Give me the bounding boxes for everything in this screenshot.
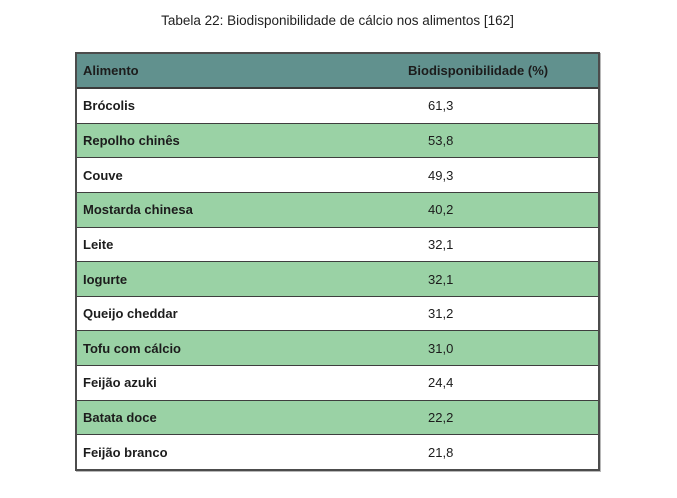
table-row: Batata doce 22,2 [77, 400, 598, 436]
table-row: Feijão branco 21,8 [77, 435, 598, 470]
table-body: Brócolis 61,3 Repolho chinês 53,8 Couve … [77, 89, 598, 470]
value-cell: 32,1 [428, 236, 454, 252]
header-value-column: Biodisponibilidade (%) [408, 63, 549, 78]
table-caption: Tabela 22: Biodisponibilidade de cálcio … [161, 13, 514, 28]
table-row: Repolho chinês 53,8 [77, 123, 598, 159]
food-cell: Repolho chinês [83, 132, 180, 148]
food-cell: Mostarda chinesa [83, 202, 193, 218]
table-row: Leite 32,1 [77, 227, 598, 263]
food-cell: Feijão branco [83, 444, 168, 460]
header-food-column: Alimento [83, 63, 139, 78]
food-cell: Couve [83, 167, 123, 183]
value-cell: 22,2 [428, 410, 454, 426]
value-cell: 61,3 [428, 98, 454, 114]
food-cell: Queijo cheddar [83, 306, 178, 322]
food-cell: Leite [83, 236, 114, 252]
value-cell: 49,3 [428, 167, 454, 183]
food-cell: Batata doce [83, 410, 157, 426]
table-row: Mostarda chinesa 40,2 [77, 192, 598, 228]
table-row: Queijo cheddar 31,2 [77, 296, 598, 332]
food-cell: Tofu com cálcio [83, 340, 181, 356]
bioavailability-table: Alimento Biodisponibilidade (%) Brócolis… [75, 52, 600, 471]
table-row: Couve 49,3 [77, 158, 598, 193]
table-row: Tofu com cálcio 31,0 [77, 331, 598, 367]
value-cell: 31,2 [428, 306, 454, 322]
value-cell: 21,8 [428, 444, 454, 460]
table-header-row: Alimento Biodisponibilidade (%) [77, 54, 598, 89]
food-cell: Brócolis [83, 98, 136, 114]
table-row: Brócolis 61,3 [77, 89, 598, 124]
value-cell: 32,1 [428, 271, 454, 287]
table-row: Iogurte 32,1 [77, 262, 598, 297]
value-cell: 40,2 [428, 202, 454, 218]
value-cell: 53,8 [428, 132, 454, 148]
food-cell: Iogurte [83, 271, 128, 287]
value-cell: 31,0 [428, 340, 454, 356]
food-cell: Feijão azuki [83, 375, 157, 391]
value-cell: 24,4 [428, 375, 454, 391]
table-row: Feijão azuki 24,4 [77, 366, 598, 401]
